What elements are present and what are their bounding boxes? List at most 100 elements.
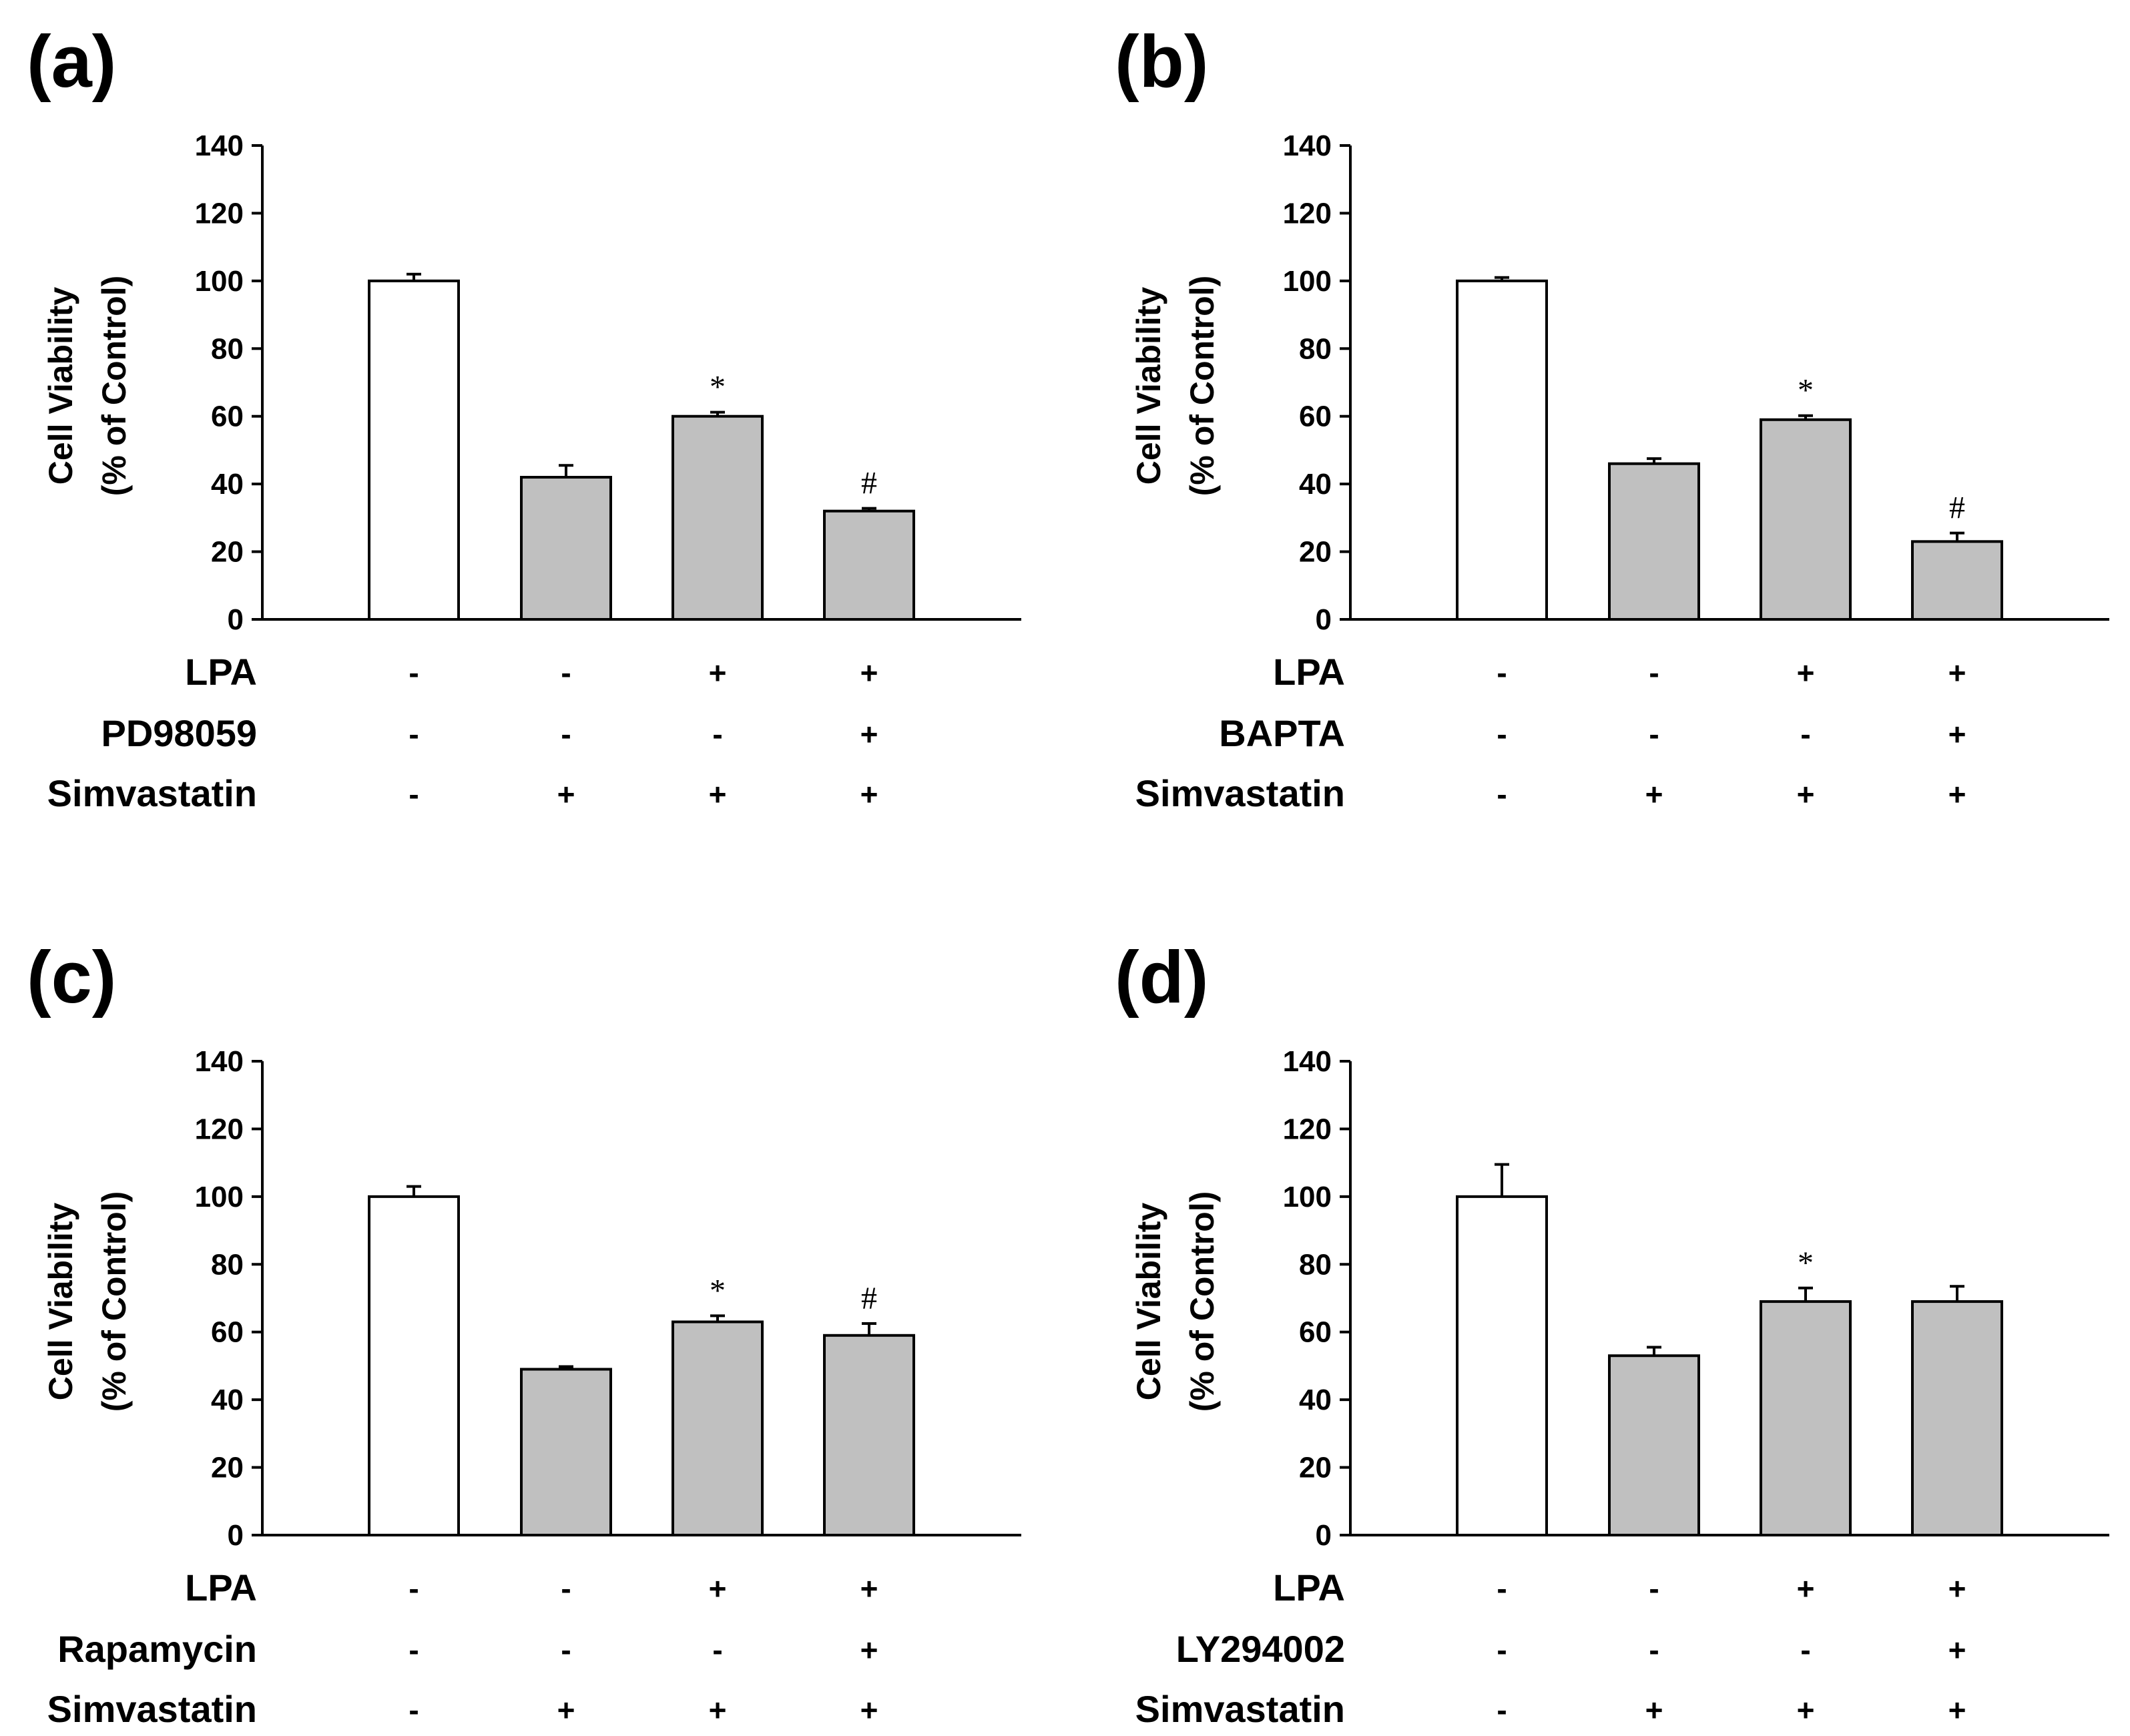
treatment-sign: - <box>409 717 419 752</box>
treatment-sign: + <box>557 1693 575 1727</box>
y-tick-label: 60 <box>211 400 244 433</box>
significance-mark: * <box>710 1273 726 1308</box>
treatment-row-label: Simvastatin <box>1135 772 1345 814</box>
bar <box>1456 1195 1548 1536</box>
chart-panel-c: (c) Cell Viability (% of Control) 0 20 40 60 80… <box>27 936 1021 1730</box>
treatment-sign: - <box>561 717 571 752</box>
chart-panel-b: (b) Cell Viability (% of Control) 0 20 40 60 80… <box>1115 21 2109 814</box>
y-axis-title: (% of Control) <box>1183 276 1221 496</box>
treatment-sign: + <box>1948 1633 1966 1667</box>
treatment-sign: - <box>712 717 722 752</box>
y-tick-label: 100 <box>1283 265 1332 298</box>
y-tick-label: 20 <box>211 1452 244 1484</box>
bar <box>1456 279 1548 621</box>
treatment-sign: - <box>1649 717 1659 752</box>
bar <box>1608 1354 1700 1536</box>
treatment-row-label: Simvastatin <box>47 1688 257 1730</box>
treatment-sign: - <box>1497 1693 1507 1727</box>
y-axis-title: Cell Viability <box>42 1203 79 1401</box>
bar <box>1760 1300 1852 1536</box>
treatment-sign: - <box>1497 655 1507 690</box>
y-tick-label: 20 <box>211 536 244 569</box>
y-tick-label: 40 <box>211 468 244 501</box>
y-tick-label: 20 <box>1299 1452 1332 1484</box>
treatment-sign: - <box>1497 777 1507 812</box>
y-axis-title: (% of Control) <box>1183 1191 1221 1412</box>
treatment-sign: - <box>1497 1633 1507 1667</box>
y-tick-label: 40 <box>1299 468 1332 501</box>
y-tick-label: 0 <box>1316 1519 1332 1552</box>
bar <box>1911 540 2003 621</box>
treatment-sign: - <box>409 777 419 812</box>
treatment-sign: - <box>1649 655 1659 690</box>
significance-mark: * <box>1798 1245 1814 1281</box>
y-tick-label: 60 <box>1299 400 1332 433</box>
treatment-sign: - <box>561 1571 571 1606</box>
treatment-sign: - <box>409 1693 419 1727</box>
y-tick-label: 140 <box>1283 129 1332 162</box>
treatment-sign: + <box>1948 655 1966 690</box>
y-tick-label: 0 <box>228 1519 244 1552</box>
treatment-sign: + <box>1797 1693 1815 1727</box>
y-tick-label: 0 <box>1316 603 1332 636</box>
treatment-row-label: Simvastatin <box>47 772 257 814</box>
y-tick-label: 80 <box>211 332 244 365</box>
treatment-sign: + <box>557 777 575 812</box>
y-tick-label: 100 <box>195 1181 244 1213</box>
bar <box>368 279 460 621</box>
treatment-row-label: LPA <box>1273 1566 1345 1609</box>
y-tick-label: 120 <box>1283 197 1332 230</box>
y-tick-label: 120 <box>1283 1113 1332 1145</box>
y-tick-label: 0 <box>228 603 244 636</box>
y-tick-label: 80 <box>1299 332 1332 365</box>
y-tick-label: 140 <box>1283 1045 1332 1078</box>
treatment-sign: - <box>1497 717 1507 752</box>
chart-panel-a: (a) Cell Viability (% of Control) 0 20 40 60 80… <box>27 21 1021 814</box>
treatment-sign: + <box>1948 717 1966 752</box>
treatment-sign: + <box>1948 777 1966 812</box>
panel-label: (c) <box>27 936 116 1019</box>
significance-mark: # <box>861 466 877 501</box>
treatment-sign: - <box>712 1633 722 1667</box>
treatment-sign: - <box>409 655 419 690</box>
treatment-sign: - <box>561 655 571 690</box>
treatment-sign: + <box>1797 777 1815 812</box>
y-axis-title: Cell Viability <box>42 287 79 485</box>
treatment-sign: - <box>561 1633 571 1667</box>
y-tick-label: 80 <box>1299 1248 1332 1281</box>
y-tick-label: 40 <box>1299 1384 1332 1416</box>
treatment-sign: + <box>860 655 878 690</box>
y-tick-label: 80 <box>211 1248 244 1281</box>
treatment-sign: + <box>860 1633 878 1667</box>
treatment-sign: + <box>1948 1693 1966 1727</box>
treatment-sign: - <box>1800 1633 1810 1667</box>
treatment-sign: + <box>1948 1571 1966 1606</box>
treatment-row-label: Simvastatin <box>1135 1688 1345 1730</box>
panel-label: (d) <box>1115 936 1208 1019</box>
treatment-sign: + <box>1797 655 1815 690</box>
treatment-sign: - <box>1649 1633 1659 1667</box>
treatment-row-label: Rapamycin <box>57 1628 257 1670</box>
significance-mark: # <box>861 1281 877 1316</box>
treatment-sign: + <box>860 717 878 752</box>
y-tick-label: 100 <box>1283 1181 1332 1213</box>
chart-panel-d: (d) Cell Viability (% of Control) 0 20 40 60 80… <box>1115 936 2109 1730</box>
significance-mark: * <box>1798 373 1814 408</box>
y-axis-title: (% of Control) <box>95 1191 133 1412</box>
treatment-sign: + <box>1797 1571 1815 1606</box>
bar <box>520 1368 612 1536</box>
bar <box>1608 462 1700 621</box>
panel-label: (a) <box>27 21 116 103</box>
treatment-row-label: BAPTA <box>1219 712 1345 754</box>
y-tick-label: 140 <box>195 129 244 162</box>
y-tick-label: 120 <box>195 197 244 230</box>
treatment-sign: + <box>709 1571 727 1606</box>
y-tick-label: 60 <box>211 1316 244 1349</box>
treatment-row-label: PD98059 <box>101 712 257 754</box>
y-tick-label: 40 <box>211 1384 244 1416</box>
treatment-sign: + <box>709 655 727 690</box>
bar <box>520 476 612 621</box>
treatment-sign: + <box>709 777 727 812</box>
treatment-sign: - <box>1649 1571 1659 1606</box>
